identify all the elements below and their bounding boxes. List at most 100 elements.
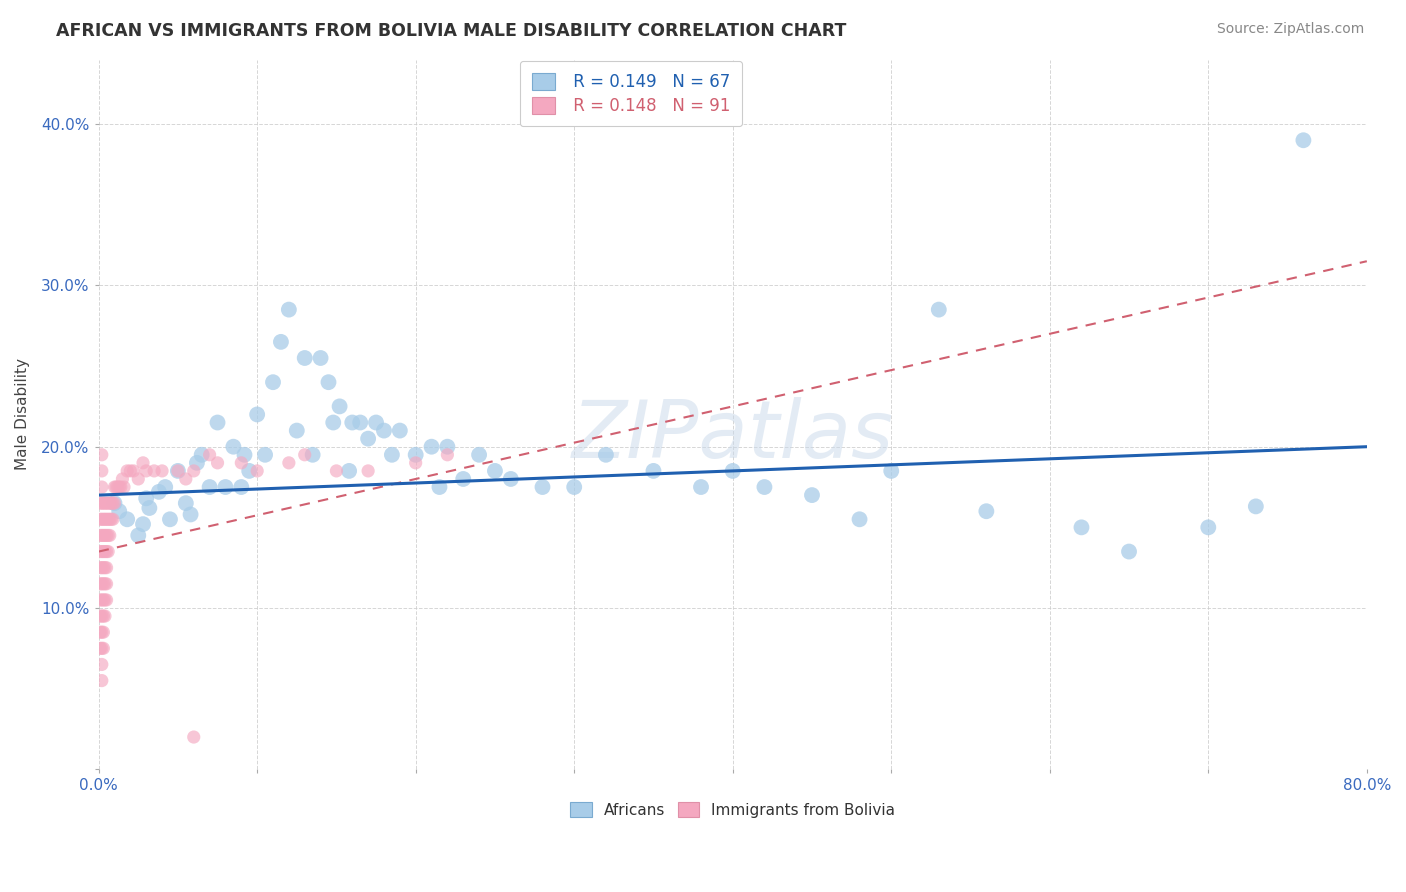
Point [93, 544, 115, 558]
Point [880, 464, 903, 478]
Point [167, 464, 190, 478]
Point [484, 464, 506, 478]
Point [721, 464, 744, 478]
Point [115, 464, 138, 478]
Point [101, 512, 124, 526]
Point [1070, 520, 1092, 534]
Point [238, 464, 260, 478]
Point [93, 609, 115, 624]
Point [436, 448, 458, 462]
Point [93, 576, 115, 591]
Point [101, 496, 124, 510]
Point [373, 424, 395, 438]
Point [103, 496, 125, 510]
Y-axis label: Male Disability: Male Disability [15, 359, 30, 470]
Point [325, 464, 347, 478]
Point [183, 464, 205, 478]
Point [98, 496, 121, 510]
Point [420, 440, 443, 454]
Point [100, 496, 122, 510]
Point [97, 512, 120, 526]
Point [329, 400, 352, 414]
Legend: Africans, Immigrants from Bolivia: Africans, Immigrants from Bolivia [562, 795, 903, 825]
Point [90, 448, 112, 462]
Point [89, 528, 111, 542]
Point [90, 560, 112, 574]
Point [1118, 544, 1140, 558]
Point [96, 528, 118, 542]
Point [364, 416, 387, 430]
Point [262, 375, 284, 389]
Point [270, 334, 292, 349]
Point [96, 560, 118, 574]
Point [90, 464, 112, 478]
Point [928, 302, 950, 317]
Point [207, 416, 229, 430]
Point [97, 528, 120, 542]
Point [98, 528, 121, 542]
Point [405, 448, 427, 462]
Point [108, 480, 131, 494]
Point [94, 560, 117, 574]
Point [190, 448, 212, 462]
Point [89, 576, 111, 591]
Point [132, 456, 155, 470]
Point [183, 730, 205, 744]
Point [90, 576, 112, 591]
Point [93, 641, 115, 656]
Point [848, 512, 870, 526]
Point [138, 501, 160, 516]
Point [122, 464, 145, 478]
Point [318, 375, 340, 389]
Point [96, 593, 118, 607]
Point [277, 456, 299, 470]
Point [89, 609, 111, 624]
Point [97, 496, 120, 510]
Point [93, 496, 115, 510]
Point [167, 464, 190, 478]
Point [89, 496, 111, 510]
Point [94, 593, 117, 607]
Point [231, 480, 253, 494]
Point [127, 472, 149, 486]
Point [112, 480, 135, 494]
Point [90, 625, 112, 640]
Point [93, 593, 115, 607]
Point [107, 480, 129, 494]
Point [198, 448, 221, 462]
Point [214, 480, 236, 494]
Point [357, 432, 380, 446]
Point [405, 456, 427, 470]
Point [357, 464, 380, 478]
Point [143, 464, 166, 478]
Point [174, 496, 197, 510]
Point [120, 464, 142, 478]
Point [89, 593, 111, 607]
Point [105, 480, 128, 494]
Point [155, 480, 177, 494]
Point [301, 448, 323, 462]
Point [89, 625, 111, 640]
Point [294, 448, 316, 462]
Point [337, 464, 360, 478]
Point [110, 480, 132, 494]
Point [531, 480, 554, 494]
Point [94, 512, 117, 526]
Point [231, 456, 253, 470]
Point [96, 544, 118, 558]
Point [277, 302, 299, 317]
Point [93, 625, 115, 640]
Point [96, 576, 118, 591]
Point [294, 351, 316, 365]
Point [94, 544, 117, 558]
Point [436, 440, 458, 454]
Point [180, 508, 202, 522]
Point [976, 504, 998, 518]
Point [127, 528, 149, 542]
Point [90, 496, 112, 510]
Point [174, 472, 197, 486]
Point [90, 657, 112, 672]
Point [94, 609, 117, 624]
Point [322, 416, 344, 430]
Point [89, 560, 111, 574]
